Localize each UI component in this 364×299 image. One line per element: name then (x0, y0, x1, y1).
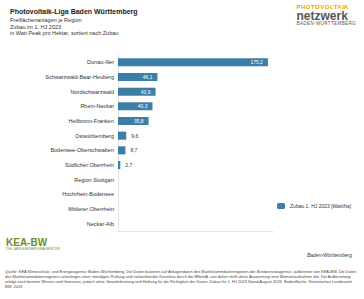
svg-text:Schwarzwald-Baar-Heuberg: Schwarzwald-Baar-Heuberg (45, 74, 114, 80)
html-text:PHOTOVOLTAIK: PHOTOVOLTAIK (296, 4, 350, 10)
svg-text:175,2: 175,2 (250, 59, 263, 65)
svg-text:Donau-Iller: Donau-Iller (87, 59, 114, 65)
svg-text:Bodensee-Oberschwaben: Bodensee-Oberschwaben (50, 147, 114, 153)
svg-text:Rhein-Neckar: Rhein-Neckar (80, 103, 114, 109)
html-text:KEA-BW: KEA-BW (6, 237, 48, 248)
svg-text:Hochrhein-Bodensee: Hochrhein-Bodensee (62, 191, 114, 197)
svg-text:Heilbronn-Franken: Heilbronn-Franken (68, 118, 114, 124)
svg-text:35,8: 35,8 (134, 118, 144, 124)
svg-text:Region Stuttgart: Region Stuttgart (74, 177, 114, 183)
svg-text:Neckar-Alb: Neckar-Alb (87, 221, 114, 227)
html-text:BADEN-WÜRTTEMBERG: BADEN-WÜRTTEMBERG (296, 21, 356, 26)
svg-text:Zubau im 1. HJ 2023: Zubau im 1. HJ 2023 (10, 24, 61, 30)
svg-text:2,7: 2,7 (125, 162, 132, 168)
svg-text:Nordschwarzwald: Nordschwarzwald (71, 89, 114, 95)
svg-text:43,9: 43,9 (141, 89, 151, 95)
html-text:netzwerk: netzwerk (296, 9, 348, 23)
svg-text:40,3: 40,3 (138, 103, 148, 109)
svg-text:9,6: 9,6 (131, 133, 138, 139)
svg-text:Zubau 1. HJ 2023 [Watt/ha]: Zubau 1. HJ 2023 [Watt/ha] (290, 203, 352, 209)
html-text:Quelle: KEA Klimaschutz- und E: Quelle: KEA Klimaschutz- und Energieagen… (5, 269, 357, 289)
svg-text:Photovoltaik-Liga Baden Württe: Photovoltaik-Liga Baden Württemberg (10, 8, 138, 16)
svg-text:Ostwürttemberg: Ostwürttemberg (75, 133, 114, 139)
svg-text:in Watt Peak pro Hektar, sorti: in Watt Peak pro Hektar, sortiert nach Z… (10, 30, 118, 36)
svg-text:Freiflächenanlagen je Region: Freiflächenanlagen je Region (10, 17, 82, 23)
svg-text:Mittlerer Oberrhein: Mittlerer Oberrhein (68, 206, 114, 212)
html-text:Baden-Württemberg: Baden-Württemberg (307, 252, 352, 258)
html-text:DIE LANDESENERGIEAGENTUR: DIE LANDESENERGIEAGENTUR (6, 247, 60, 251)
svg-text:Südlicher Oberrhein: Südlicher Oberrhein (65, 162, 114, 168)
svg-text:46,1: 46,1 (143, 74, 153, 80)
svg-text:8,7: 8,7 (130, 147, 137, 153)
